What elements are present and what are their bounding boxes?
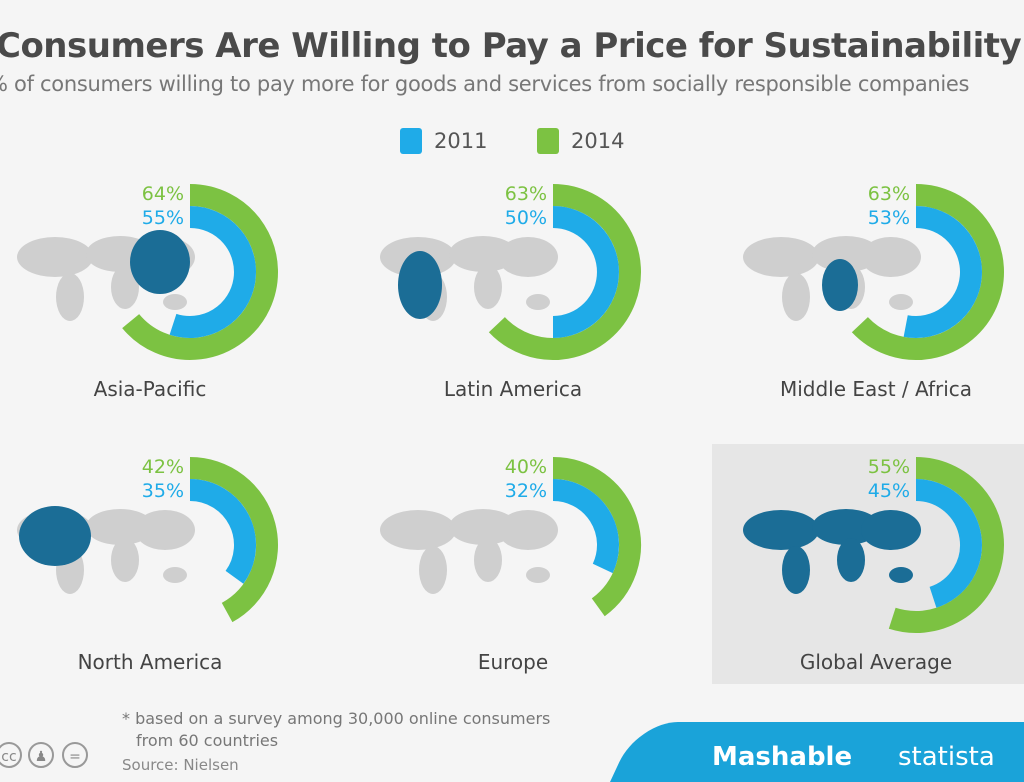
label-2011-latin-america: 50%: [505, 207, 547, 229]
footnote-line-2: from 60 countries: [136, 731, 279, 750]
highlighted-region-north-america: [19, 506, 91, 566]
world-map-north-america: [111, 538, 139, 582]
label-2011-europe: 32%: [505, 480, 547, 502]
mashable-logo: Mashable: [712, 742, 853, 772]
world-map-asia-pacific: [56, 273, 84, 321]
world-map-north-america: [135, 510, 195, 550]
cc-icon: cc: [0, 742, 22, 768]
arc-2011-north-america: [189, 479, 256, 584]
region-label-europe: Europe: [478, 650, 548, 674]
highlighted-region-middle-east-africa: [822, 259, 858, 311]
region-label-asia-pacific: Asia-Pacific: [94, 377, 207, 401]
world-map-middle-east-africa: [889, 294, 913, 310]
arc-2014-asia-pacific: [122, 184, 278, 360]
source: Source: Nielsen: [122, 756, 239, 774]
world-map-latin-america: [526, 294, 550, 310]
world-map-latin-america: [474, 265, 502, 309]
world-map-global-average: [861, 510, 921, 550]
label-2014-north-america: 42%: [142, 456, 184, 478]
arc-2011-europe: [552, 479, 619, 574]
world-map-middle-east-africa: [782, 273, 810, 321]
highlighted-region-asia-pacific: [130, 230, 190, 294]
by-icon: ♟: [28, 742, 54, 768]
world-map-europe: [380, 510, 456, 550]
region-label-middle-east-africa: Middle East / Africa: [780, 377, 972, 401]
highlighted-region-latin-america: [398, 251, 442, 319]
arc-2014-latin-america: [488, 184, 641, 360]
chart-title: Consumers Are Willing to Pay a Price for…: [0, 26, 1022, 66]
world-map-europe: [498, 510, 558, 550]
legend-swatch-2011: [400, 128, 422, 154]
arc-2014-middle-east-africa: [851, 184, 1004, 360]
label-2014-asia-pacific: 64%: [142, 183, 184, 205]
label-2011-asia-pacific: 55%: [142, 207, 184, 229]
statista-logo: statista: [898, 742, 995, 772]
arc-2014-europe: [552, 457, 641, 617]
label-2014-global-average: 55%: [868, 456, 910, 478]
chart-subtitle: % of consumers willing to pay more for g…: [0, 72, 970, 96]
world-map-europe: [526, 567, 550, 583]
world-map-global-average: [743, 510, 819, 550]
label-2014-middle-east-africa: 63%: [868, 183, 910, 205]
arc-2011-latin-america: [552, 206, 619, 338]
legend-label-2014: 2014: [571, 129, 625, 153]
world-map-europe: [419, 546, 447, 594]
nd-icon: =: [62, 742, 88, 768]
world-map-global-average: [782, 546, 810, 594]
legend-label-2011: 2011: [434, 129, 488, 153]
label-2014-latin-america: 63%: [505, 183, 547, 205]
label-2011-global-average: 45%: [868, 480, 910, 502]
arc-2014-global-average: [888, 457, 1004, 633]
world-map-middle-east-africa: [743, 237, 819, 277]
footnote-line-1: * based on a survey among 30,000 online …: [122, 709, 551, 728]
label-2014-europe: 40%: [505, 456, 547, 478]
world-map-europe: [474, 538, 502, 582]
legend-item-2014: 2014: [537, 128, 624, 154]
arc-2014-north-america: [189, 457, 278, 623]
arc-2011-asia-pacific: [169, 206, 256, 338]
arc-2011-middle-east-africa: [903, 206, 982, 338]
region-label-north-america: North America: [78, 650, 223, 674]
region-label-global-average: Global Average: [800, 650, 952, 674]
region-label-latin-america: Latin America: [444, 377, 582, 401]
label-2011-north-america: 35%: [142, 480, 184, 502]
label-2011-middle-east-africa: 53%: [868, 207, 910, 229]
world-map-global-average: [889, 567, 913, 583]
legend-swatch-2014: [537, 128, 559, 154]
world-map-asia-pacific: [111, 265, 139, 309]
arc-2011-global-average: [915, 479, 982, 608]
footnote: * based on a survey among 30,000 online …: [122, 708, 550, 752]
world-map-global-average: [837, 538, 865, 582]
world-map-middle-east-africa: [861, 237, 921, 277]
legend-item-2011: 2011: [400, 128, 487, 154]
world-map-latin-america: [498, 237, 558, 277]
world-map-north-america: [163, 567, 187, 583]
world-map-asia-pacific: [17, 237, 93, 277]
world-map-asia-pacific: [163, 294, 187, 310]
